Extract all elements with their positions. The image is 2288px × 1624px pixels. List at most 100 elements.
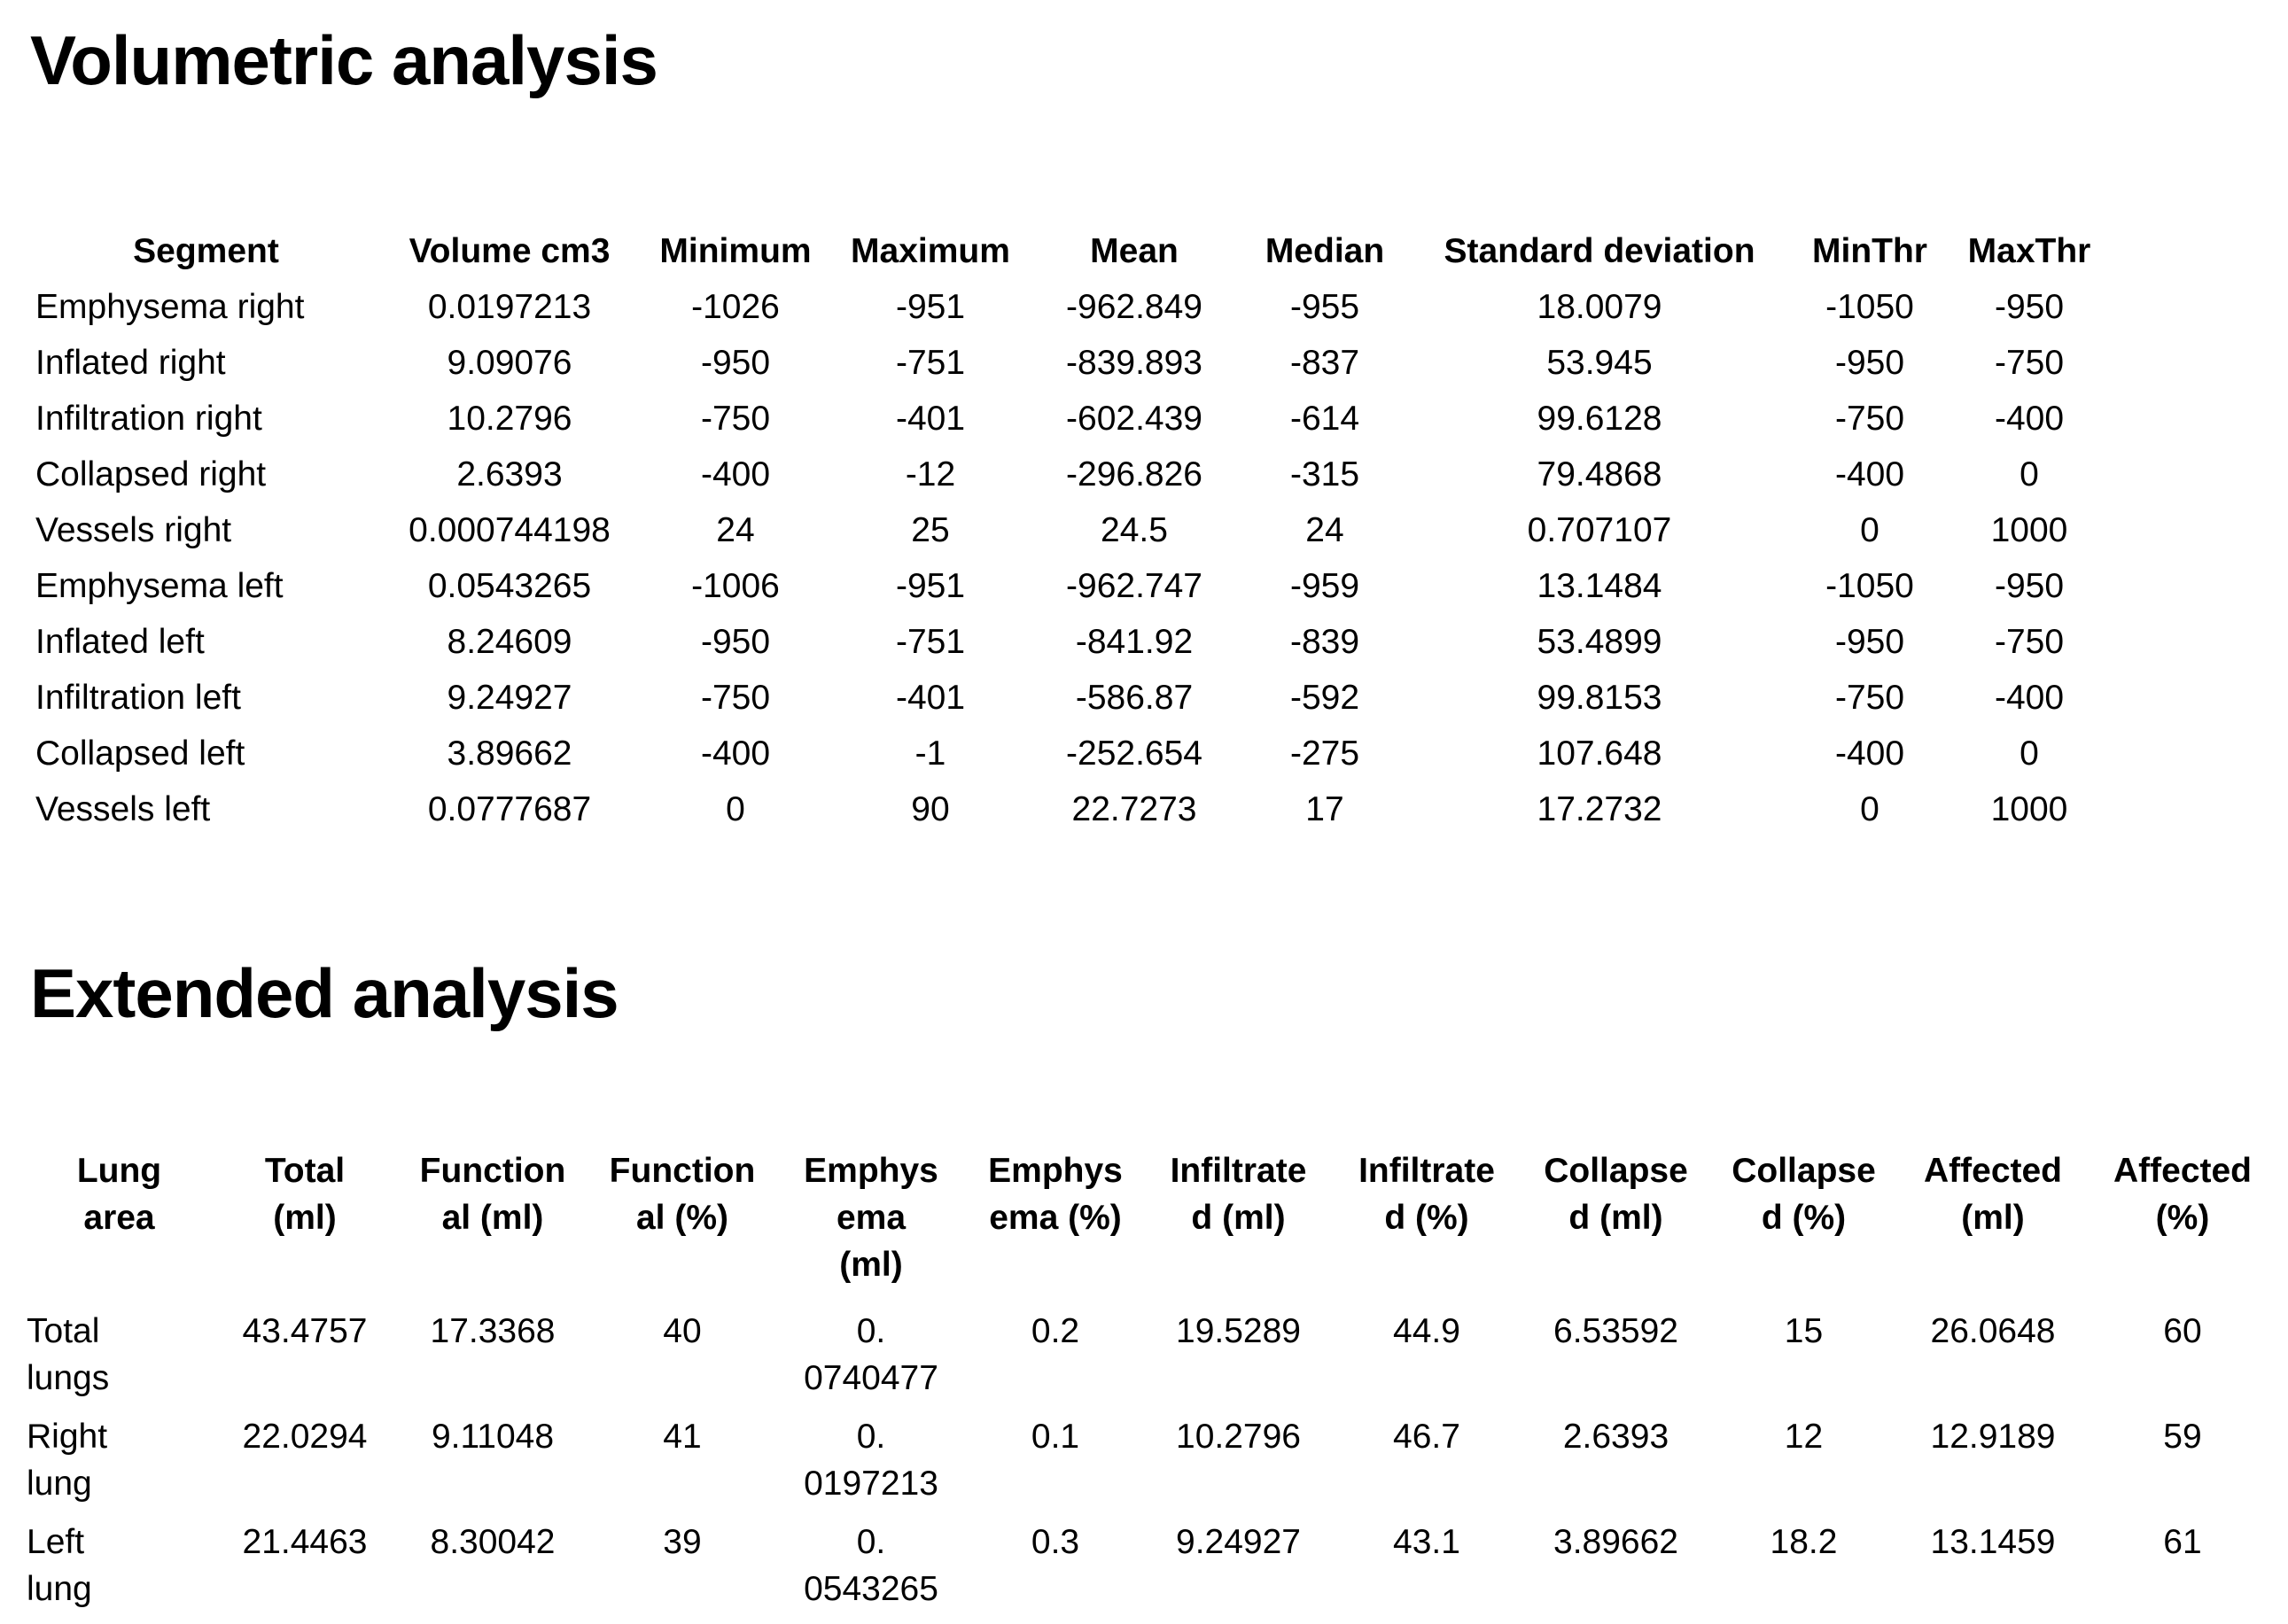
value-cell: 24 — [1305, 511, 1344, 549]
column-header: Function al (ml) — [419, 1152, 566, 1237]
value-cell: -951 — [895, 567, 966, 605]
value-cell: -400 — [700, 734, 771, 773]
column-header: Minimum — [659, 232, 812, 270]
value-cell: 22.0294 — [242, 1418, 368, 1456]
row-label-cell: Vessels left — [35, 790, 211, 828]
value-cell: 2.6393 — [1562, 1418, 1669, 1456]
value-cell: 53.945 — [1546, 344, 1653, 382]
row-label-cell: Infiltration right — [35, 400, 262, 438]
row-label-cell: Vessels right — [35, 511, 232, 549]
value-cell: -951 — [895, 288, 966, 326]
value-cell: 0.0197213 — [427, 288, 592, 326]
value-cell: -950 — [1994, 567, 2065, 605]
value-cell: -950 — [700, 344, 771, 382]
column-header: MaxThr — [1967, 232, 2091, 270]
table-row: Emphysema right 0.0197213 -1026 -951 -962.84… — [35, 279, 2105, 335]
value-cell: 40 — [663, 1312, 702, 1350]
value-cell: 53.4899 — [1537, 623, 1662, 661]
value-cell: -1050 — [1825, 567, 1914, 605]
value-cell: -750 — [1994, 344, 2065, 382]
header-row: Lung area Total (ml) Function al (ml) Funct… — [27, 1147, 2277, 1308]
column-header: Volume cm3 — [409, 232, 611, 270]
value-cell: 9.09076 — [447, 344, 572, 382]
value-cell: 0.3 — [1031, 1523, 1080, 1561]
table-row: Collapsed left 3.89662 -400 -1 -252.654 -275 1… — [35, 726, 2105, 781]
column-header: Collapse d (%) — [1732, 1152, 1876, 1237]
value-cell: 0.707107 — [1527, 511, 1672, 549]
value-cell: -275 — [1289, 734, 1360, 773]
value-cell: 0.2 — [1031, 1312, 1080, 1350]
value-cell: 8.24609 — [447, 623, 572, 661]
volumetric-analysis-table: Segment Volume cm3 Minimum Maximum Mean Media… — [35, 223, 2105, 837]
value-cell: 24.5 — [1101, 511, 1168, 549]
value-cell: -401 — [895, 400, 966, 438]
value-cell: 0. 0740477 — [804, 1312, 938, 1397]
row-label-cell: Inflated left — [35, 623, 205, 661]
value-cell: 3.89662 — [1553, 1523, 1678, 1561]
value-cell: -750 — [1994, 623, 2065, 661]
row-label-cell: Emphysema left — [35, 567, 284, 605]
value-cell: -839 — [1289, 623, 1360, 661]
value-cell: -955 — [1289, 288, 1360, 326]
value-cell: -950 — [1994, 288, 2065, 326]
value-cell: -750 — [700, 679, 771, 717]
value-cell: 22.7273 — [1071, 790, 1197, 828]
value-cell: -841.92 — [1075, 623, 1194, 661]
value-cell: -750 — [700, 400, 771, 438]
column-header: Maximum — [851, 232, 1010, 270]
value-cell: 43.1 — [1393, 1523, 1460, 1561]
value-cell: -962.747 — [1066, 567, 1202, 605]
column-header: Infiltrate d (ml) — [1170, 1152, 1307, 1237]
table-row: Emphysema left 0.0543265 -1006 -951 -962.747… — [35, 558, 2105, 614]
value-cell: -315 — [1289, 455, 1360, 493]
value-cell: 8.30042 — [430, 1523, 556, 1561]
value-cell: 1000 — [1990, 790, 2068, 828]
value-cell: 18.2 — [1770, 1523, 1838, 1561]
table-row: Vessels right 0.000744198 24 25 24.5 24 0.7071… — [35, 502, 2105, 558]
value-cell: -400 — [700, 455, 771, 493]
table-row: Inflated right 9.09076 -950 -751 -839.893 -83… — [35, 335, 2105, 391]
value-cell: -959 — [1289, 567, 1360, 605]
value-cell: 25 — [911, 511, 950, 549]
column-header: Affected (ml) — [1923, 1152, 2063, 1237]
value-cell: 0 — [726, 790, 745, 828]
value-cell: -950 — [700, 623, 771, 661]
row-label-cell: Infiltration left — [35, 679, 241, 717]
row-label-cell: Total lungs — [27, 1312, 110, 1397]
table-row: Total lungs 43.4757 17.3368 40 0. 0740477 0.2… — [27, 1308, 2277, 1413]
column-header: Segment — [133, 232, 279, 270]
value-cell: -400 — [1834, 455, 1905, 493]
value-cell: 12 — [1784, 1418, 1824, 1456]
value-cell: 0 — [1860, 511, 1879, 549]
value-cell: -252.654 — [1066, 734, 1202, 773]
value-cell: -750 — [1834, 400, 1905, 438]
column-header: Standard deviation — [1444, 232, 1755, 270]
value-cell: -751 — [895, 623, 966, 661]
value-cell: 13.1459 — [1930, 1523, 2056, 1561]
value-cell: -400 — [1834, 734, 1905, 773]
value-cell: -586.87 — [1075, 679, 1194, 717]
row-label-cell: Collapsed left — [35, 734, 245, 773]
value-cell: -401 — [895, 679, 966, 717]
column-header: Mean — [1090, 232, 1179, 270]
value-cell: 13.1484 — [1537, 567, 1662, 605]
table-row: Right lung 22.0294 9.11048 41 0. 0197213 0.1 1… — [27, 1413, 2277, 1519]
volumetric-analysis-title: Volumetric analysis — [30, 21, 658, 99]
table-row: Collapsed right 2.6393 -400 -12 -296.826 -315… — [35, 447, 2105, 502]
table-row: Inflated left 8.24609 -950 -751 -841.92 -839 5… — [35, 614, 2105, 670]
value-cell: 107.648 — [1537, 734, 1662, 773]
value-cell: -296.826 — [1066, 455, 1202, 493]
value-cell: 43.4757 — [242, 1312, 368, 1350]
value-cell: 0.0777687 — [427, 790, 592, 828]
value-cell: 0 — [2020, 455, 2039, 493]
value-cell: 18.0079 — [1537, 288, 1662, 326]
row-label-cell: Right lung — [27, 1418, 108, 1503]
value-cell: 17.2732 — [1537, 790, 1662, 828]
value-cell: -839.893 — [1066, 344, 1202, 382]
value-cell: 17 — [1305, 790, 1344, 828]
value-cell: 9.24927 — [447, 679, 572, 717]
value-cell: 24 — [716, 511, 755, 549]
value-cell: -400 — [1994, 400, 2065, 438]
value-cell: 0.0543265 — [427, 567, 592, 605]
